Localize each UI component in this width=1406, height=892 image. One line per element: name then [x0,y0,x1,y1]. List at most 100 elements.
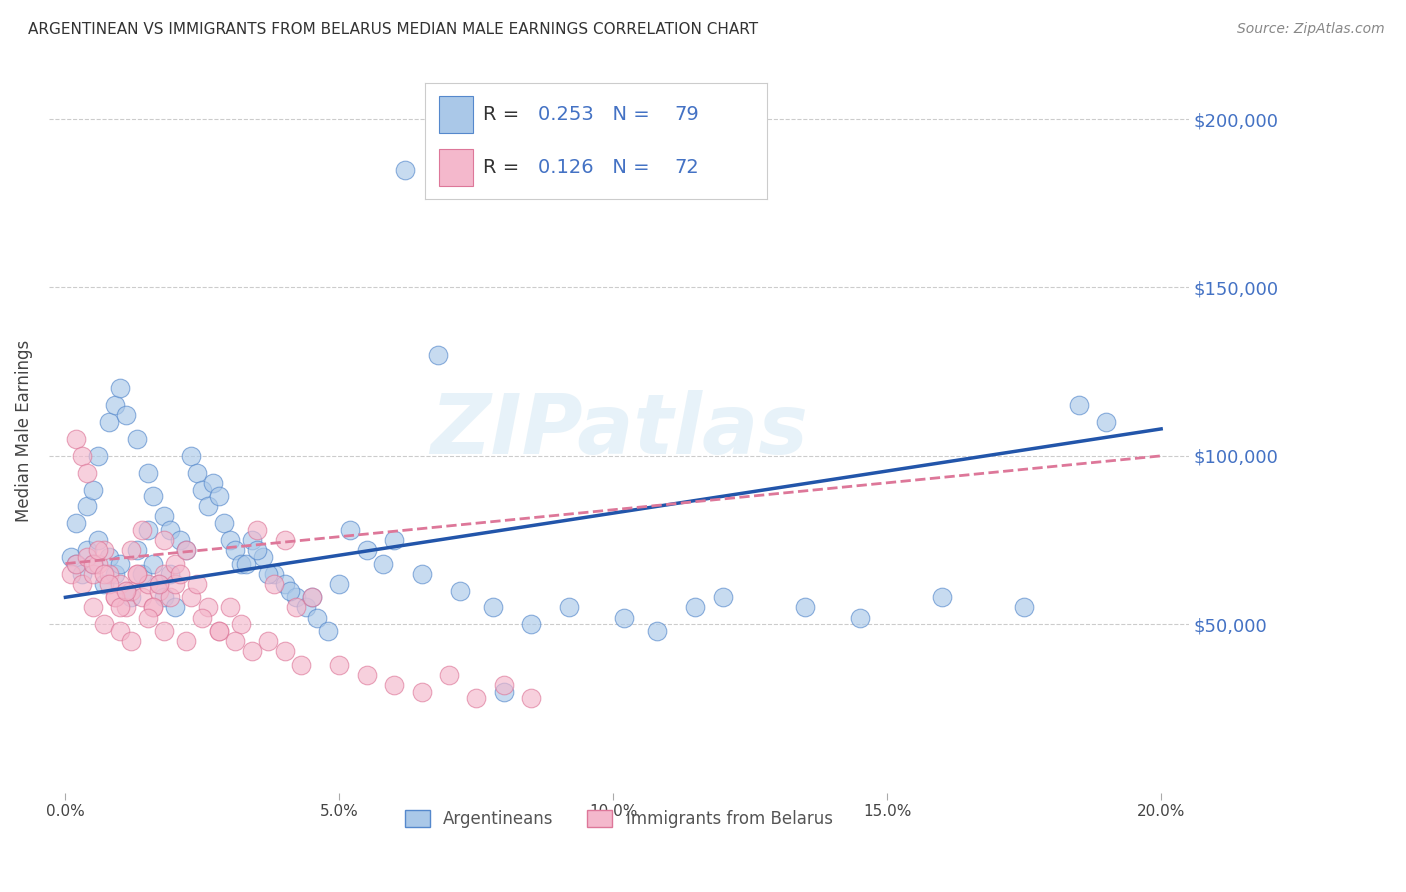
Point [114,600,136,615]
Point [114,409,136,423]
Point [104,591,127,605]
Point [70,566,93,581]
Point [159,591,181,605]
Point [849,610,872,624]
Point [131,591,153,605]
Point [214,516,236,531]
Point [76,543,98,558]
Point [307,610,329,624]
Point [65,557,87,571]
Point [224,543,246,558]
Point [301,591,323,605]
Point [136,523,159,537]
Point [136,577,159,591]
Point [191,610,214,624]
Point [191,483,214,497]
Point [87,557,110,571]
Point [82,566,104,581]
Point [120,583,142,598]
Point [82,483,104,497]
Point [373,557,395,571]
Point [169,566,191,581]
Point [104,398,127,412]
Point [263,577,285,591]
Point [108,557,131,571]
Point [82,557,104,571]
Point [229,617,252,632]
Point [301,591,323,605]
Point [125,543,148,558]
Point [1012,600,1035,615]
Point [65,516,87,531]
Point [426,348,449,362]
Point [159,566,181,581]
Point [208,624,231,638]
Point [148,583,170,598]
Point [235,557,257,571]
Point [98,415,121,429]
Point [794,600,817,615]
Point [131,523,153,537]
Point [87,533,110,547]
Point [711,591,734,605]
Point [98,566,121,581]
Point [142,489,165,503]
Text: Source: ZipAtlas.com: Source: ZipAtlas.com [1237,22,1385,37]
Point [174,543,197,558]
Point [76,466,98,480]
Point [136,466,159,480]
Point [142,600,165,615]
Point [153,591,176,605]
Point [153,566,176,581]
Point [208,489,231,503]
Point [295,600,318,615]
Point [218,600,240,615]
Point [437,667,460,681]
Point [931,591,953,605]
Point [246,523,269,537]
Y-axis label: Median Male Earnings: Median Male Earnings [15,340,32,522]
Point [108,600,131,615]
Point [98,549,121,564]
Point [93,543,115,558]
Point [356,543,378,558]
Point [125,432,148,446]
Point [218,533,240,547]
Point [131,566,153,581]
Point [382,678,405,692]
Point [65,557,87,571]
Point [108,382,131,396]
Point [114,583,136,598]
Point [197,600,219,615]
Point [98,577,121,591]
Point [492,684,515,698]
Point [159,523,181,537]
Point [1067,398,1090,412]
Point [208,624,231,638]
Point [356,667,378,681]
Point [163,600,186,615]
Point [104,591,127,605]
Text: ZIPatlas: ZIPatlas [430,390,807,471]
Point [411,566,433,581]
Point [180,591,202,605]
Point [520,617,543,632]
Point [240,644,263,658]
Point [93,577,115,591]
Point [257,566,280,581]
Point [186,466,208,480]
Point [142,557,165,571]
Point [87,449,110,463]
Point [224,634,246,648]
Point [394,162,416,177]
Point [613,610,636,624]
Point [465,691,488,706]
Point [685,600,707,615]
Point [108,577,131,591]
Point [59,566,82,581]
Point [318,624,340,638]
Point [240,533,263,547]
Point [284,600,307,615]
Legend: Argentineans, Immigrants from Belarus: Argentineans, Immigrants from Belarus [398,804,839,835]
Point [142,600,165,615]
